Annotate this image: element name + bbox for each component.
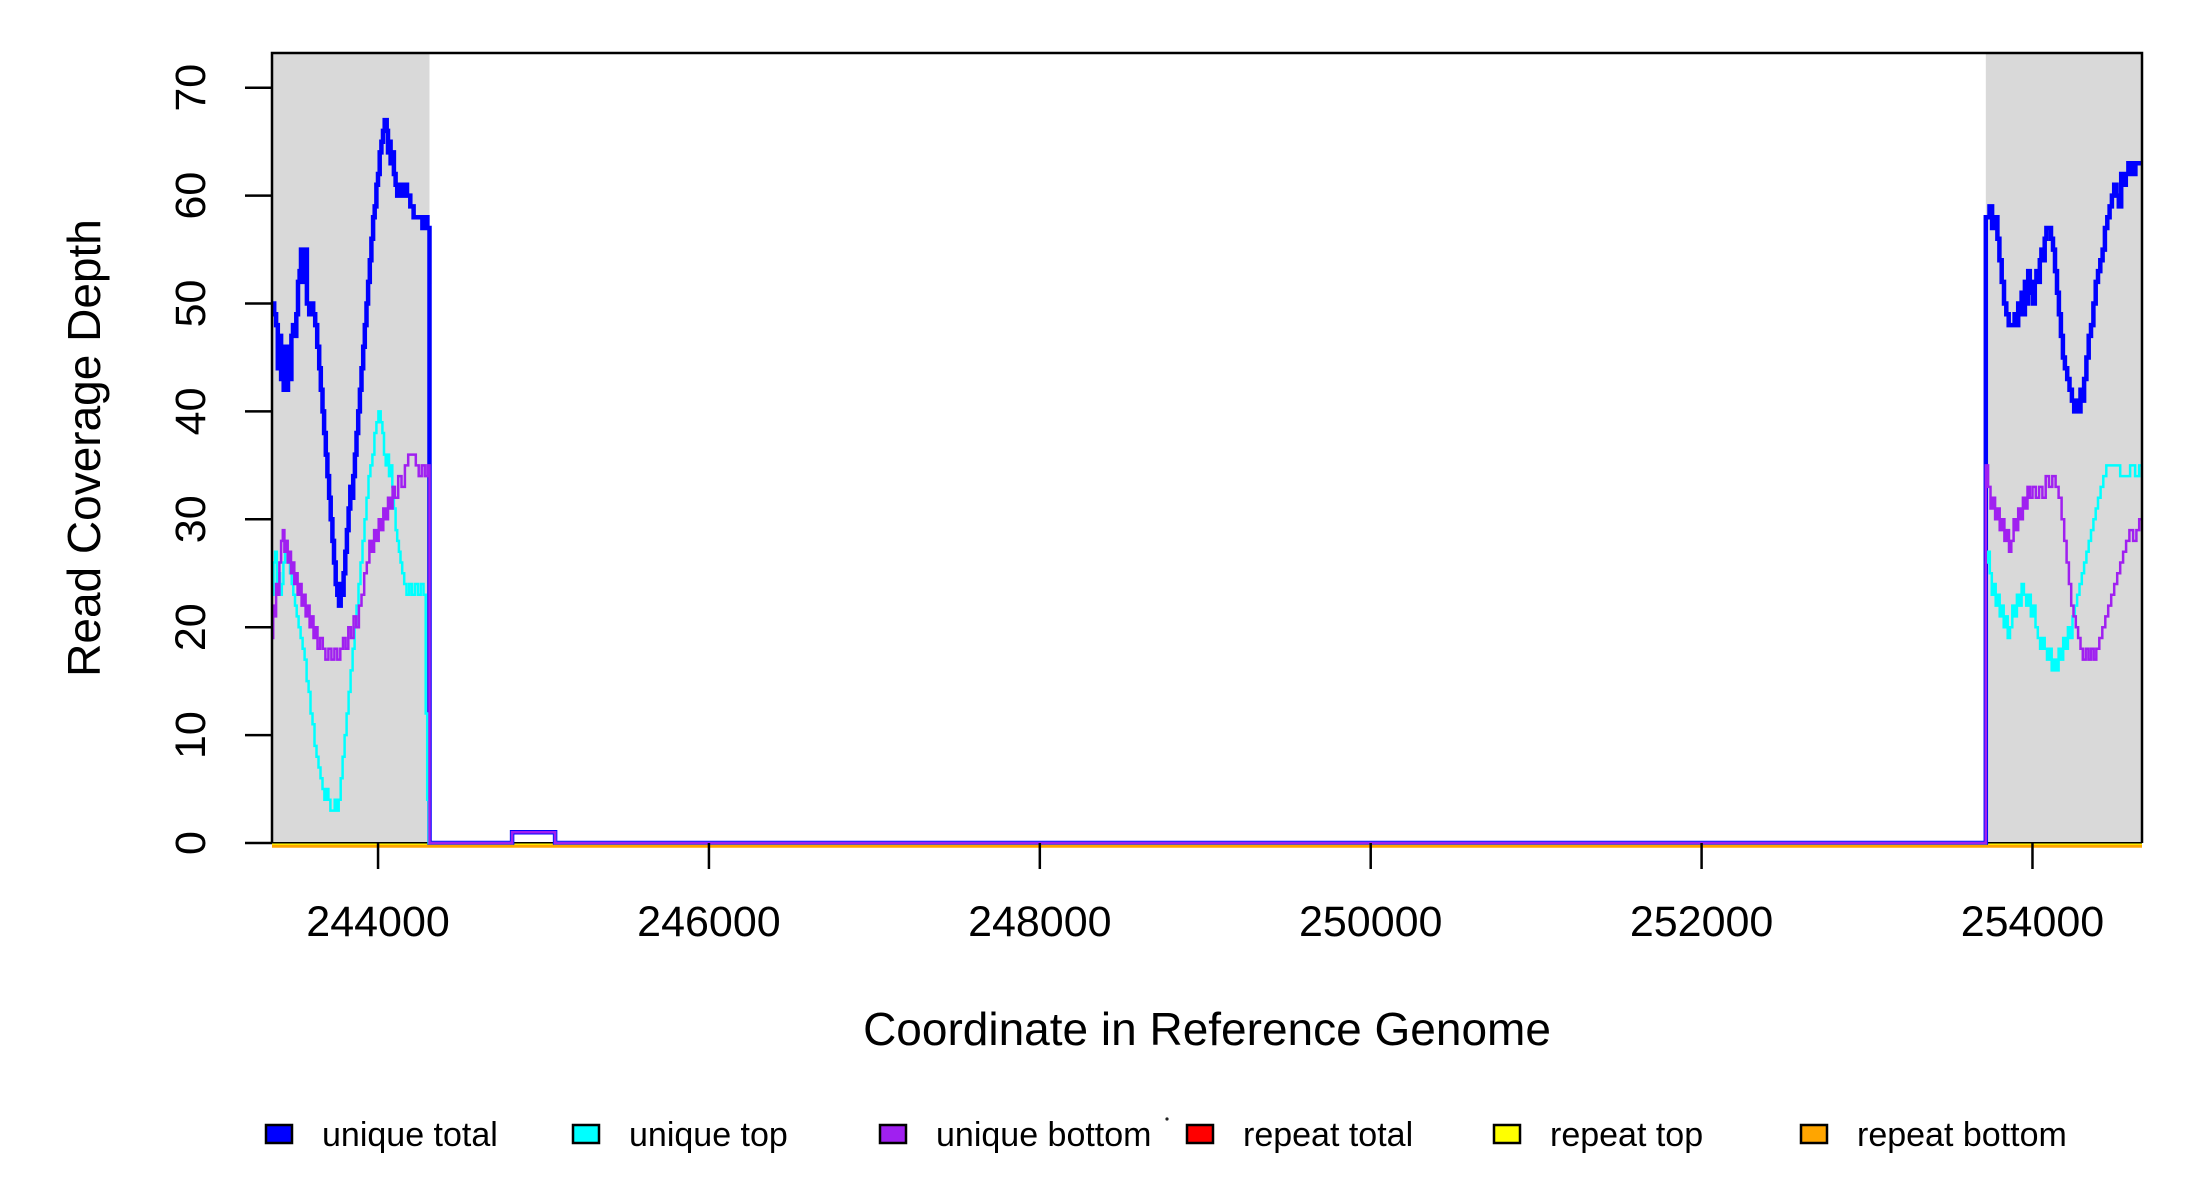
legend-label: unique top [629, 1116, 788, 1154]
y-tick-label: 0 [167, 831, 215, 855]
legend-swatch [1492, 1123, 1522, 1145]
shaded-region-0 [272, 53, 430, 843]
legend-item-repeat-top: repeat top [1492, 1116, 1703, 1154]
x-axis-title: Coordinate in Reference Genome [863, 1003, 1551, 1055]
legend-swatch [264, 1123, 294, 1145]
y-tick-label: 20 [167, 603, 215, 651]
legend-item-unique-bottom: unique bottom [878, 1116, 1152, 1154]
legend-swatch [571, 1123, 601, 1145]
legend-swatch [1185, 1123, 1215, 1145]
stray-dot [1165, 1117, 1169, 1121]
x-tick-label: 248000 [968, 898, 1112, 946]
y-tick-label: 60 [167, 172, 215, 220]
legend-item-unique-top: unique top [571, 1116, 788, 1154]
legend-label: repeat top [1550, 1116, 1703, 1154]
y-tick-label: 30 [167, 495, 215, 543]
series-unique-bottom [271, 453, 2142, 845]
x-tick-label: 254000 [1961, 898, 2105, 946]
legend-item-unique-total: unique total [264, 1116, 498, 1154]
legend-item-repeat-bottom: repeat bottom [1799, 1116, 2067, 1154]
y-tick-label: 70 [167, 64, 215, 112]
plot-frame [270, 51, 2144, 843]
y-tick-label: 40 [167, 387, 215, 435]
legend-label: unique bottom [936, 1116, 1152, 1154]
x-tick-label: 246000 [637, 898, 781, 946]
legend-label: repeat total [1243, 1116, 1413, 1154]
x-tick-label: 252000 [1630, 898, 1774, 946]
series-unique-top [272, 410, 2142, 845]
legend: unique total unique top unique bottom repea… [264, 1116, 2067, 1154]
x-tick-label: 250000 [1299, 898, 1443, 946]
series-unique-total [271, 117, 2142, 846]
legend-swatch [1799, 1123, 1829, 1145]
legend-label: unique total [322, 1116, 498, 1154]
y-axis-title: Read Coverage Depth [58, 219, 110, 677]
x-tick-label: 244000 [306, 898, 450, 946]
y-tick-label: 50 [167, 280, 215, 328]
plot-area: 244000 246000 248000 250000 252000 254000 0 10 2… [167, 51, 2144, 946]
legend-item-repeat-total: repeat total [1185, 1116, 1413, 1154]
shaded-region-1 [1985, 53, 2142, 843]
legend-label: repeat bottom [1857, 1116, 2067, 1154]
y-tick-label: 10 [167, 711, 215, 759]
legend-swatch [878, 1123, 908, 1145]
